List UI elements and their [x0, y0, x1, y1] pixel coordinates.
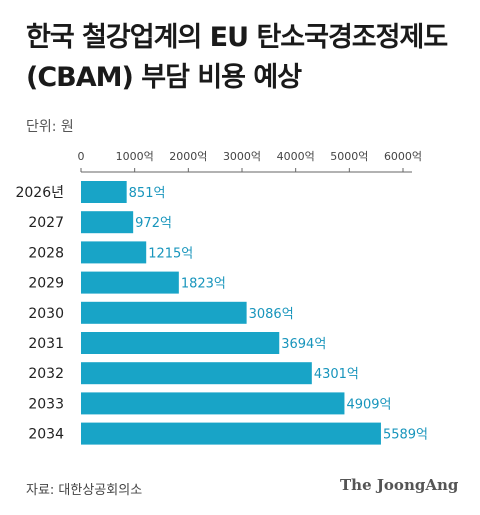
publisher-logo: The JoongAng — [340, 476, 459, 494]
x-tick-label: 3000억 — [223, 150, 261, 163]
bar — [81, 422, 381, 445]
chart-title: 한국 철강업계의 EU 탄소국경조정제도 (CBAM) 부담 비용 예상 — [26, 18, 466, 98]
category-label: 2031 — [28, 336, 64, 352]
data-label: 5589억 — [383, 428, 428, 443]
data-label: 1823억 — [181, 277, 226, 292]
data-label: 972억 — [135, 216, 172, 231]
data-label: 4301억 — [314, 367, 359, 382]
bar — [81, 392, 345, 415]
bar — [81, 271, 179, 294]
data-label: 1215억 — [148, 246, 193, 261]
category-label: 2028 — [28, 245, 64, 261]
x-tick-label: 4000억 — [277, 150, 315, 163]
category-label: 2032 — [28, 366, 64, 382]
x-tick-label: 5000억 — [330, 150, 368, 163]
category-label: 2029 — [28, 276, 64, 292]
bar — [81, 211, 134, 234]
bar — [81, 181, 127, 203]
bar — [81, 332, 280, 354]
data-label: 3086억 — [249, 307, 294, 322]
bar — [81, 241, 147, 264]
unit-label: 단위: 원 — [26, 119, 74, 135]
data-label: 851억 — [129, 186, 166, 201]
title-line-1: 한국 철강업계의 EU 탄소국경조정제도 — [26, 22, 448, 53]
title-line-2: (CBAM) 부담 비용 예상 — [26, 62, 302, 93]
data-label: 3694억 — [281, 337, 326, 352]
bar — [81, 362, 312, 385]
x-tick-label: 1000억 — [116, 150, 154, 163]
x-tick-label: 2000억 — [169, 150, 207, 163]
category-label: 2027 — [28, 215, 64, 231]
category-label: 2026년 — [15, 185, 64, 201]
x-tick-label: 0 — [78, 150, 85, 163]
category-label: 2030 — [28, 306, 64, 322]
category-label: 2033 — [28, 396, 64, 412]
category-label: 2034 — [28, 427, 64, 443]
source-note: 자료: 대한상공회의소 — [26, 483, 143, 498]
bar — [81, 301, 247, 324]
data-label: 4909억 — [346, 397, 391, 412]
x-tick-label: 6000억 — [384, 150, 422, 163]
